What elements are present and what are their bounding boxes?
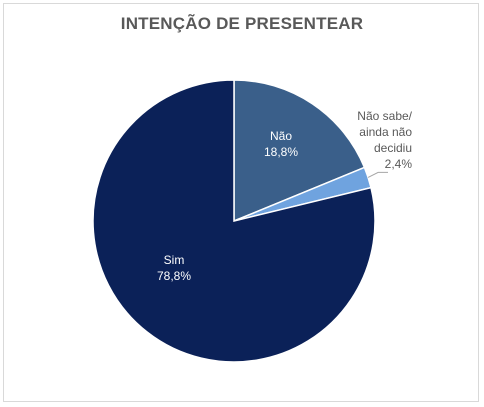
pie-slice bbox=[92, 79, 376, 363]
pie-slice bbox=[233, 79, 366, 223]
leader-line bbox=[367, 171, 388, 178]
slice-label: Sim 78,8% bbox=[157, 253, 191, 283]
slice-label: Não sabe/ainda não decidiu 2,4% bbox=[357, 109, 412, 171]
chart-title: INTENÇÃO DE PRESENTEAR bbox=[120, 14, 364, 33]
slice-label: Não 18,8% bbox=[264, 129, 298, 159]
